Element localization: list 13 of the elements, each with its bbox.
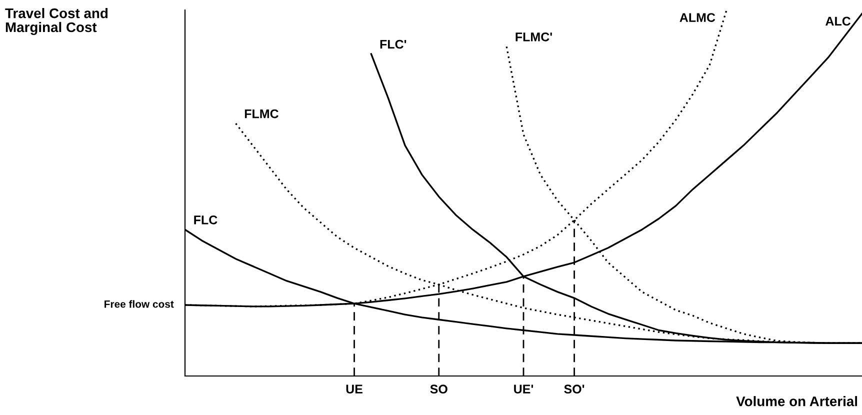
text: Free flow cost [104,300,174,308]
series-label: FLC [194,216,218,224]
series-label: FLC' [380,40,406,49]
series-label: FLMC [244,109,278,118]
series-label: FLMC' [516,32,552,42]
x-tick-label: UE' [514,384,534,394]
x-axis-title: Volume on Arterial [736,396,858,406]
x-tick-label: SO [430,384,448,394]
series-label: ALC [826,16,851,26]
text: Travel Cost and Marginal Cost [5,8,108,35]
series-label: ALMC [680,13,716,22]
x-tick-label: SO' [564,384,584,394]
x-tick-label: UE [346,384,362,394]
